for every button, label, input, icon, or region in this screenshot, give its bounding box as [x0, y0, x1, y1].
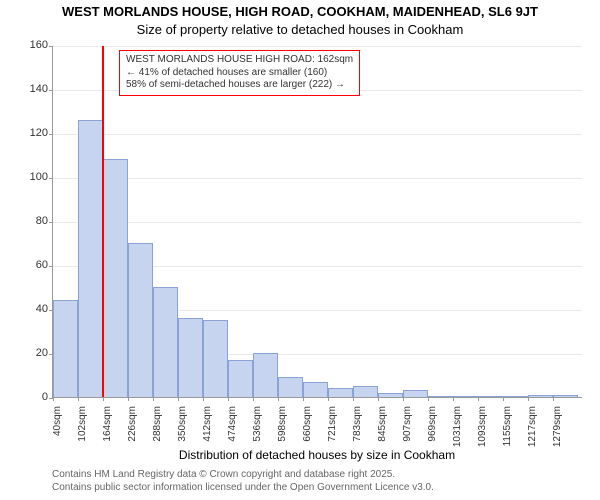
histogram-bar [503, 396, 528, 397]
xtick-mark [428, 397, 429, 401]
ytick-label: 40 [18, 303, 48, 315]
callout-line: ← 41% of detached houses are smaller (16… [126, 67, 353, 80]
xtick-label: 350sqm [177, 406, 188, 456]
histogram-bar [228, 360, 253, 397]
xtick-mark [178, 397, 179, 401]
histogram-bar [478, 396, 503, 397]
xtick-label: 40sqm [52, 406, 63, 456]
ytick-mark [49, 46, 53, 47]
xtick-mark [203, 397, 204, 401]
footnote-line: Contains public sector information licen… [52, 481, 434, 494]
ytick-label: 100 [18, 171, 48, 183]
footnote-line: Contains HM Land Registry data © Crown c… [52, 468, 434, 481]
xtick-mark [328, 397, 329, 401]
xtick-label: 1093sqm [477, 406, 488, 456]
xtick-mark [303, 397, 304, 401]
ytick-mark [49, 90, 53, 91]
histogram-bar [253, 353, 278, 397]
xtick-label: 226sqm [127, 406, 138, 456]
ytick-label: 20 [18, 347, 48, 359]
property-size-chart: WEST MORLANDS HOUSE, HIGH ROAD, COOKHAM,… [0, 0, 600, 500]
footnote: Contains HM Land Registry data © Crown c… [52, 468, 434, 494]
xtick-mark [153, 397, 154, 401]
chart-title-sub: Size of property relative to detached ho… [0, 22, 600, 37]
xtick-mark [228, 397, 229, 401]
callout-line: WEST MORLANDS HOUSE HIGH ROAD: 162sqm [126, 54, 353, 67]
xtick-label: 1031sqm [452, 406, 463, 456]
xtick-mark [503, 397, 504, 401]
histogram-bar [328, 388, 353, 397]
ytick-label: 140 [18, 83, 48, 95]
xtick-mark [78, 397, 79, 401]
histogram-bar [153, 287, 178, 397]
xtick-label: 1217sqm [527, 406, 538, 456]
gridline [53, 134, 582, 135]
xtick-mark [353, 397, 354, 401]
chart-title-main: WEST MORLANDS HOUSE, HIGH ROAD, COOKHAM,… [0, 4, 600, 19]
ytick-mark [49, 134, 53, 135]
gridline [53, 222, 582, 223]
callout-line: 58% of semi-detached houses are larger (… [126, 79, 353, 92]
ytick-mark [49, 222, 53, 223]
ytick-mark [49, 178, 53, 179]
ytick-label: 0 [18, 391, 48, 403]
xtick-label: 969sqm [427, 406, 438, 456]
xtick-mark [403, 397, 404, 401]
xtick-label: 412sqm [202, 406, 213, 456]
xtick-label: 102sqm [77, 406, 88, 456]
histogram-bar [178, 318, 203, 397]
histogram-bar [103, 159, 128, 397]
xtick-mark [378, 397, 379, 401]
histogram-bar [453, 396, 478, 397]
xtick-mark [53, 397, 54, 401]
ytick-mark [49, 266, 53, 267]
xtick-mark [553, 397, 554, 401]
xtick-mark [478, 397, 479, 401]
xtick-mark [278, 397, 279, 401]
histogram-bar [303, 382, 328, 397]
histogram-bar [553, 395, 578, 397]
histogram-bar [203, 320, 228, 397]
ytick-label: 80 [18, 215, 48, 227]
histogram-bar [53, 300, 78, 397]
gridline [53, 178, 582, 179]
xtick-label: 660sqm [302, 406, 313, 456]
xtick-label: 288sqm [152, 406, 163, 456]
ytick-label: 120 [18, 127, 48, 139]
xtick-mark [103, 397, 104, 401]
xtick-label: 907sqm [402, 406, 413, 456]
histogram-bar [278, 377, 303, 397]
histogram-bar [428, 396, 453, 397]
xtick-mark [528, 397, 529, 401]
xtick-label: 783sqm [352, 406, 363, 456]
histogram-bar [128, 243, 153, 397]
xtick-label: 1279sqm [552, 406, 563, 456]
histogram-bar [403, 390, 428, 397]
xtick-label: 536sqm [252, 406, 263, 456]
xtick-label: 845sqm [377, 406, 388, 456]
histogram-bar [353, 386, 378, 397]
gridline [53, 46, 582, 47]
xtick-label: 164sqm [102, 406, 113, 456]
xtick-label: 598sqm [277, 406, 288, 456]
histogram-bar [528, 395, 553, 397]
xtick-label: 1155sqm [502, 406, 513, 456]
callout-box: WEST MORLANDS HOUSE HIGH ROAD: 162sqm← 4… [119, 50, 360, 96]
ytick-label: 160 [18, 39, 48, 51]
histogram-bar [78, 120, 103, 397]
xtick-mark [453, 397, 454, 401]
xtick-mark [128, 397, 129, 401]
xtick-label: 721sqm [327, 406, 338, 456]
reference-line [102, 46, 104, 397]
ytick-label: 60 [18, 259, 48, 271]
xtick-label: 474sqm [227, 406, 238, 456]
histogram-bar [378, 393, 403, 397]
plot-area: WEST MORLANDS HOUSE HIGH ROAD: 162sqm← 4… [52, 46, 582, 398]
xtick-mark [253, 397, 254, 401]
